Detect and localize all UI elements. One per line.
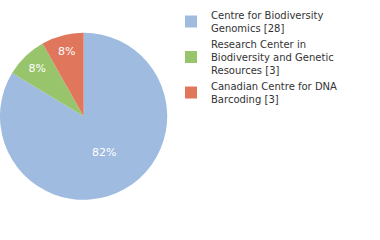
svg-text:8%: 8% <box>58 45 75 58</box>
svg-text:Research Center inBiodiversity: Research Center inBiodiversity and Genet… <box>211 39 334 76</box>
svg-text:8%: 8% <box>28 62 45 75</box>
svg-text:Canadian Centre for DNABarcodi: Canadian Centre for DNABarcoding [3] <box>211 81 337 105</box>
svg-text:82%: 82% <box>92 146 116 159</box>
svg-text:Centre for BiodiversityGenomic: Centre for BiodiversityGenomics [28] <box>211 10 324 34</box>
